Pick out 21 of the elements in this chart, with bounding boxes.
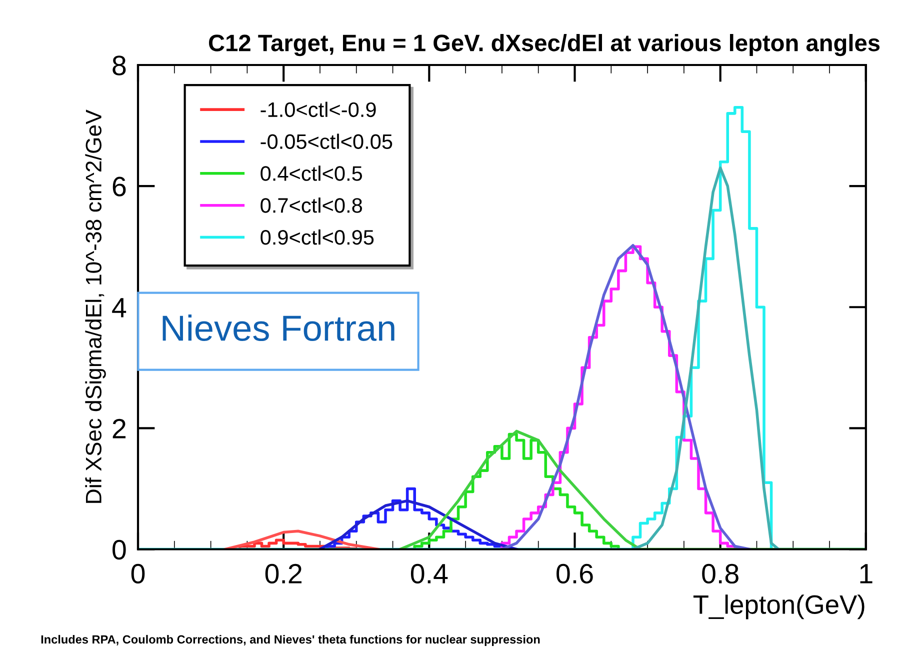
y-tick-label: 0 bbox=[112, 540, 126, 560]
annotation: Nieves Fortran bbox=[162, 314, 394, 342]
y-tick-label: 2 bbox=[112, 418, 126, 438]
legend-label: 0.4<ctl<0.5 bbox=[260, 166, 362, 181]
y-tick-label: 6 bbox=[112, 176, 126, 196]
x-tick-label: 0.4 bbox=[410, 564, 448, 584]
legend-label: 0.9<ctl<0.95 bbox=[260, 229, 374, 245]
x-tick-label: 0.6 bbox=[556, 564, 593, 584]
x-tick-label: 1 bbox=[860, 564, 872, 584]
legend-label: -1.0<ctl<-0.9 bbox=[260, 102, 376, 118]
x-tick-label: 0.8 bbox=[702, 564, 738, 584]
legend-label: 0.7<ctl<0.8 bbox=[260, 198, 362, 213]
text: Includes RPA, Coulomb Corrections, and Nieves' theta functions for nuclear suppression bbox=[41, 634, 540, 646]
y-axis-title: Dif XSec dSigma/dEl, 10^-38 cm^2/GeV bbox=[85, 110, 106, 503]
y-tick-label: 8 bbox=[112, 56, 126, 76]
x-tick-label: 0 bbox=[131, 564, 145, 584]
y-tick-label: 4 bbox=[112, 298, 126, 318]
x-tick-label: 0.2 bbox=[265, 564, 302, 584]
x-axis-title: T_lepton(GeV) bbox=[693, 594, 864, 620]
chart-title: C12 Target, Enu = 1 GeV. dXsec/dEl at various lepton angles bbox=[208, 34, 880, 56]
legend-label: -0.05<ctl<0.05 bbox=[260, 134, 392, 149]
